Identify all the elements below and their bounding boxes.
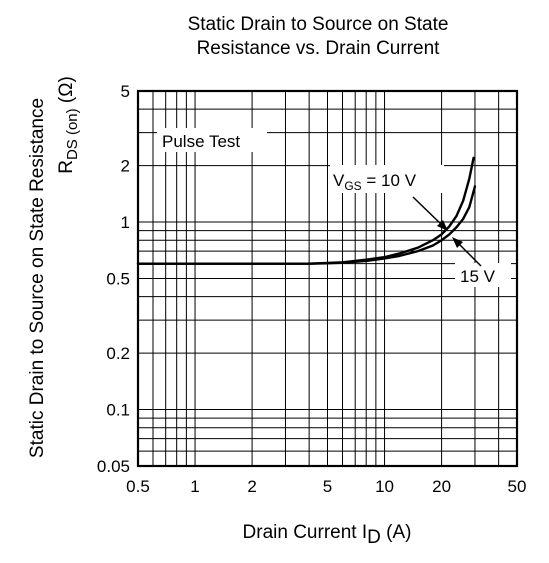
y-tick-label: 0.2 bbox=[106, 344, 130, 363]
x-tick-label: 5 bbox=[323, 477, 332, 496]
x-tick-label: 0.5 bbox=[126, 477, 150, 496]
y-tick-label: 0.05 bbox=[97, 457, 130, 476]
series-line-vgs-15v bbox=[138, 186, 475, 263]
x-axis-ticks: 0.5 1 2 5 10 20 50 bbox=[126, 477, 526, 496]
y-tick-label: 1 bbox=[121, 213, 130, 232]
x-tick-label: 10 bbox=[375, 477, 394, 496]
y-axis-label-line2: RDS (on) (Ω) bbox=[56, 76, 81, 174]
y-tick-label: 5 bbox=[121, 82, 130, 101]
y-tick-label: 2 bbox=[121, 157, 130, 176]
y-tick-label: 0.1 bbox=[106, 401, 130, 420]
y-tick-label: 0.5 bbox=[106, 270, 130, 289]
annotation-pulse-test: Pulse Test bbox=[162, 132, 240, 151]
x-tick-label: 2 bbox=[247, 477, 256, 496]
y-axis-label-line1: Static Drain to Source on State Resistan… bbox=[27, 98, 48, 458]
chart-title-line1: Static Drain to Source on State bbox=[188, 14, 449, 35]
x-tick-label: 1 bbox=[190, 477, 199, 496]
chart-title-line2: Resistance vs. Drain Current bbox=[197, 38, 441, 59]
x-tick-label: 50 bbox=[508, 477, 527, 496]
y-axis-ticks: 0.05 0.1 0.2 0.5 1 2 5 bbox=[97, 82, 130, 476]
series-label-15v: 15 V bbox=[460, 267, 496, 286]
x-axis-label: Drain Current ID (A) bbox=[243, 522, 412, 548]
x-tick-label: 20 bbox=[432, 477, 451, 496]
